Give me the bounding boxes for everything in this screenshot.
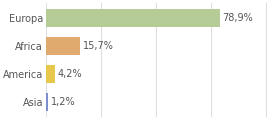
Text: 4,2%: 4,2% xyxy=(57,69,82,79)
Bar xyxy=(46,93,48,111)
Text: 1,2%: 1,2% xyxy=(51,97,75,107)
Bar xyxy=(46,37,80,55)
Text: 78,9%: 78,9% xyxy=(222,13,253,23)
Bar xyxy=(46,9,220,27)
Text: 15,7%: 15,7% xyxy=(83,41,113,51)
Bar xyxy=(46,65,55,83)
